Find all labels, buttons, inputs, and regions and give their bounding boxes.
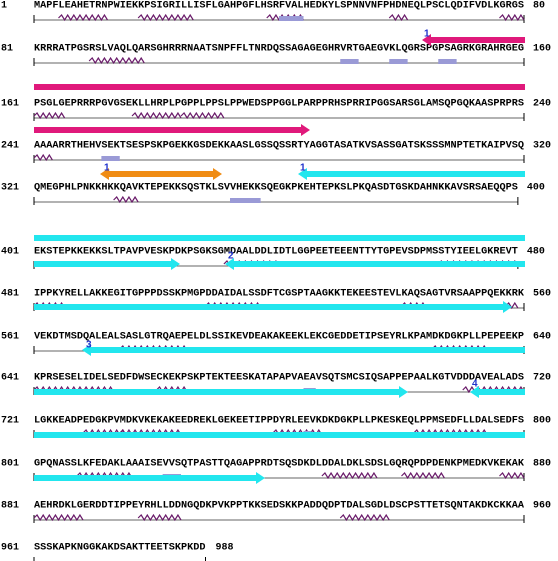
- arrow: [422, 34, 525, 46]
- end-number: 960: [533, 501, 551, 512]
- arrow: [34, 235, 525, 241]
- sequence: VEKDTMSDQALEALSASLGTRQAEPELDLSSIKEVDEAKA…: [34, 332, 524, 343]
- sequence: MAPFLEAHETRNPWIEKKPSIGRILLISFLGAHPGFLHSR…: [34, 1, 524, 12]
- helix: [205, 301, 262, 310]
- strand: [101, 156, 120, 161]
- arrow: [34, 432, 525, 438]
- sequence: LGKKEADPEDGKPVMDKVKEKAKEEDREKLGEKEETIPPD…: [34, 416, 524, 427]
- start-number: 881: [1, 501, 19, 512]
- arrow: [34, 84, 525, 90]
- helix: [33, 111, 66, 120]
- strand: [230, 198, 261, 203]
- helix: [321, 471, 378, 480]
- start-number: 481: [1, 289, 19, 300]
- arrow-label: 3: [86, 340, 92, 351]
- arrow-label: 2: [228, 251, 234, 262]
- start-number: 321: [1, 183, 19, 194]
- helix: [388, 13, 409, 22]
- end-number: 80: [533, 1, 545, 12]
- start-number: 801: [1, 459, 19, 470]
- end-number: 640: [533, 332, 551, 343]
- strand: [279, 16, 304, 21]
- helix: [76, 471, 133, 480]
- sequence: PSGLGEPRRRPGVGSEKLLHRPLPGPPLPPSLPPWEDSPP…: [34, 99, 524, 110]
- end-number: 800: [533, 416, 551, 427]
- helix: [33, 153, 53, 162]
- arrow-label: 1: [424, 29, 430, 40]
- start-number: 401: [1, 247, 19, 258]
- sequence: QMEGPHLPNKKHKKQAVKTEPEKKSQSTKLSVVHEKKSQE…: [34, 183, 518, 194]
- sequence: GPQNASSLKFEDAKLAAAISEVVSQTPASTTQAGAPPRDT…: [34, 459, 524, 470]
- sequence: AEHRDKLGERDDTIPPEYRHLLDDNGQDKPVKPPTKKSED…: [34, 501, 524, 512]
- sequence: SSSKAPKNGGKAKDSAKTTEETSKPKDD: [34, 543, 206, 554]
- start-number: 1: [1, 1, 7, 12]
- start-number: 561: [1, 332, 19, 343]
- start-number: 241: [1, 141, 19, 152]
- end-number: 480: [527, 247, 545, 258]
- arrow: [34, 386, 408, 398]
- helix: [137, 13, 194, 22]
- sequence: KRRRATPGSRSLVAQLQARSGHRRRNAATSNPFFLTNRDQ…: [34, 44, 524, 55]
- arrow: [298, 168, 525, 180]
- end-number: 988: [216, 543, 234, 554]
- strand: [340, 59, 359, 64]
- helix: [88, 56, 145, 65]
- end-number: 880: [533, 459, 551, 470]
- sequence: EKSTEPKKEKKSLTPAVPVESKPDKPSGKSGMDAALDDLI…: [34, 247, 518, 258]
- arrow: [34, 258, 180, 270]
- helix: [180, 111, 225, 120]
- start-number: 641: [1, 373, 19, 384]
- helix: [505, 301, 519, 310]
- helix: [339, 513, 390, 522]
- helix: [499, 471, 525, 480]
- strand: [389, 59, 408, 64]
- start-number: 161: [1, 99, 19, 110]
- start-number: 961: [1, 543, 19, 554]
- helix: [131, 111, 182, 120]
- arrow-label: 1: [104, 163, 110, 174]
- arrow: [82, 344, 525, 356]
- arrow-label: 4: [472, 379, 478, 390]
- arrow: [100, 168, 222, 180]
- end-number: 560: [533, 289, 551, 300]
- helix: [499, 13, 525, 22]
- arrow: [225, 258, 525, 270]
- end-number: 160: [533, 44, 551, 55]
- end-number: 240: [533, 99, 551, 110]
- end-number: 720: [533, 373, 551, 384]
- sequence: AAAARRTHEHVSEKTSESPSKPGEKKGSDEKKAASLGSSQ…: [34, 141, 524, 152]
- arrow: [34, 472, 265, 484]
- helix: [58, 13, 109, 22]
- helix: [113, 195, 139, 204]
- arrow-label: 1: [300, 163, 306, 174]
- helix: [431, 344, 488, 353]
- end-number: 400: [527, 183, 545, 194]
- arrow: [470, 386, 525, 398]
- start-number: 721: [1, 416, 19, 427]
- helix: [33, 513, 84, 522]
- sequence: IPPKYRELLAKKEGITGPPPDSSKPMGPDDAIDALSSDFT…: [34, 289, 524, 300]
- sequence: KPRSESELIDELSEDFDWSECKEKPSKPTEKTEESKATAP…: [34, 373, 524, 384]
- strand: [438, 59, 457, 64]
- helix: [137, 513, 182, 522]
- start-number: 81: [1, 44, 13, 55]
- end-number: 320: [533, 141, 551, 152]
- arrow: [34, 301, 512, 313]
- arrow: [34, 124, 310, 136]
- helix: [401, 471, 445, 480]
